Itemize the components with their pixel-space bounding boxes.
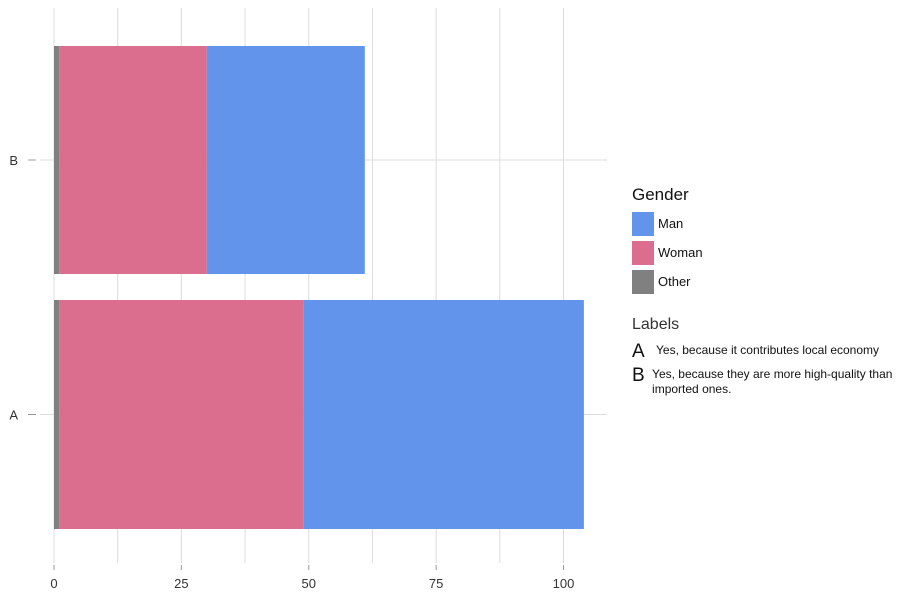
label-row-a: A Yes, because it contributes local econ… bbox=[632, 342, 922, 362]
y-tick-label: B bbox=[9, 153, 18, 168]
gender-legend: Gender Man Woman Other bbox=[632, 185, 703, 296]
x-tick-label: 100 bbox=[553, 576, 575, 591]
x-tick-label: 75 bbox=[429, 576, 443, 591]
bar-man-b bbox=[206, 46, 365, 274]
bar-other-a bbox=[54, 300, 60, 529]
bar-man-a bbox=[303, 300, 584, 529]
label-text-b: Yes, because they are more high-quality … bbox=[652, 367, 893, 396]
legend-item-man: Man bbox=[632, 209, 703, 238]
y-tick-label: A bbox=[9, 408, 18, 423]
bar-woman-b bbox=[59, 46, 207, 274]
legend-item-woman: Woman bbox=[632, 238, 703, 267]
x-tick-label: 25 bbox=[174, 576, 188, 591]
labels-title: Labels bbox=[632, 316, 680, 333]
legend-swatch-man bbox=[632, 211, 654, 236]
bar-woman-a bbox=[59, 300, 304, 529]
labels-legend: Labels A Yes, because it contributes loc… bbox=[632, 316, 922, 401]
legend-title: Gender bbox=[632, 185, 689, 204]
label-key-a: A bbox=[632, 341, 645, 362]
legend-label-other: Other bbox=[658, 274, 691, 289]
legend-item-other: Other bbox=[632, 267, 703, 296]
bar-other-b bbox=[54, 46, 60, 274]
legend-label-woman: Woman bbox=[658, 245, 703, 260]
legend-swatch-other bbox=[632, 269, 654, 294]
x-tick-label: 0 bbox=[50, 576, 57, 591]
label-row-b: B Yes, because they are more high-qualit… bbox=[632, 366, 922, 397]
label-key-b: B bbox=[632, 365, 645, 386]
legend-swatch-woman bbox=[632, 240, 654, 265]
legend-label-man: Man bbox=[658, 216, 684, 231]
x-tick-label: 50 bbox=[302, 576, 316, 591]
label-text-a: Yes, because it contributes local econom… bbox=[656, 343, 880, 357]
